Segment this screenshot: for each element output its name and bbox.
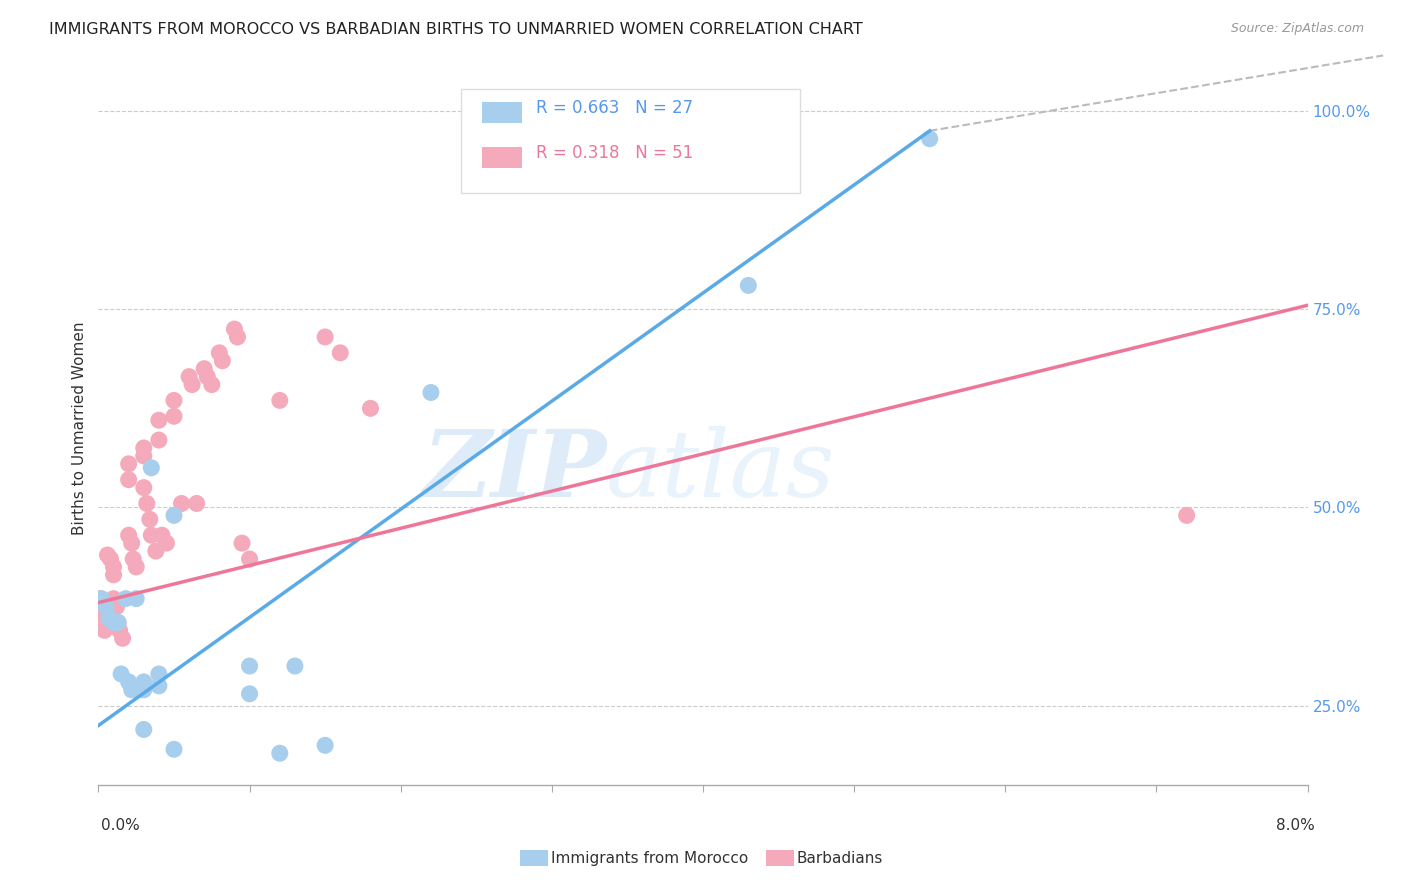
Point [107, 615, 129, 630]
Point [98, 611, 121, 625]
Point [89, 591, 111, 606]
Text: Source: ZipAtlas.com: Source: ZipAtlas.com [1230, 22, 1364, 36]
Point [145, 544, 167, 558]
Point [314, 330, 336, 344]
Point [100, 552, 122, 566]
Point [239, 687, 262, 701]
Point [155, 536, 177, 550]
Point [132, 674, 155, 689]
Point [132, 481, 155, 495]
Point [93, 624, 115, 638]
Point [419, 385, 441, 400]
Point [103, 560, 125, 574]
Text: ZIP: ZIP [422, 426, 606, 516]
Point [141, 528, 163, 542]
Y-axis label: Births to Unmarried Women: Births to Unmarried Women [72, 321, 87, 535]
Point [239, 552, 262, 566]
Point [107, 615, 129, 630]
Point [125, 591, 148, 606]
Point [163, 409, 186, 424]
Point [118, 457, 141, 471]
Text: Immigrants from Morocco: Immigrants from Morocco [551, 851, 748, 865]
Point [181, 377, 204, 392]
Point [224, 322, 246, 336]
Point [148, 679, 170, 693]
Point [163, 508, 186, 523]
Point [231, 536, 253, 550]
Point [121, 536, 143, 550]
Point [132, 723, 155, 737]
Point [329, 346, 352, 360]
Text: R = 0.318   N = 51: R = 0.318 N = 51 [536, 145, 693, 162]
FancyBboxPatch shape [461, 89, 800, 193]
Point [616, 124, 638, 138]
Text: atlas: atlas [606, 426, 835, 516]
Point [284, 659, 307, 673]
Point [139, 512, 162, 526]
Point [163, 742, 186, 756]
Point [121, 682, 143, 697]
Bar [482, 146, 522, 168]
Point [211, 353, 233, 368]
Point [91, 615, 114, 630]
Point [737, 278, 759, 293]
Point [186, 496, 208, 510]
Point [90, 591, 112, 606]
Point [103, 615, 125, 630]
Point [105, 599, 128, 614]
Point [110, 667, 132, 681]
Point [135, 496, 157, 510]
Point [108, 624, 131, 638]
Point [201, 377, 224, 392]
Point [170, 496, 193, 510]
Point [114, 591, 136, 606]
Text: Barbadians: Barbadians [797, 851, 883, 865]
Point [239, 659, 262, 673]
Point [148, 667, 170, 681]
Point [193, 361, 215, 376]
Bar [482, 102, 522, 123]
Point [226, 330, 249, 344]
Point [118, 528, 141, 542]
Point [269, 746, 291, 760]
Point [1175, 508, 1198, 523]
Point [118, 473, 141, 487]
Point [163, 393, 186, 408]
Point [150, 528, 173, 542]
Text: 8.0%: 8.0% [1275, 818, 1315, 832]
Point [89, 599, 111, 614]
Point [179, 369, 201, 384]
Point [141, 460, 163, 475]
Point [132, 682, 155, 697]
Point [918, 132, 941, 146]
Point [122, 552, 145, 566]
Text: R = 0.663   N = 27: R = 0.663 N = 27 [536, 100, 693, 118]
Text: 0.0%: 0.0% [101, 818, 141, 832]
Point [148, 413, 170, 427]
Point [118, 674, 141, 689]
Point [103, 567, 125, 582]
Point [111, 632, 134, 646]
Point [125, 560, 148, 574]
Text: IMMIGRANTS FROM MOROCCO VS BARBADIAN BIRTHS TO UNMARRIED WOMEN CORRELATION CHART: IMMIGRANTS FROM MOROCCO VS BARBADIAN BIR… [49, 22, 863, 37]
Point [314, 739, 336, 753]
Point [90, 607, 112, 622]
Point [103, 591, 125, 606]
Point [132, 441, 155, 455]
Point [132, 449, 155, 463]
Point [359, 401, 381, 416]
Point [96, 548, 118, 562]
Point [208, 346, 231, 360]
Point [94, 599, 117, 614]
Point [148, 433, 170, 447]
Point [269, 393, 291, 408]
Point [195, 369, 218, 384]
